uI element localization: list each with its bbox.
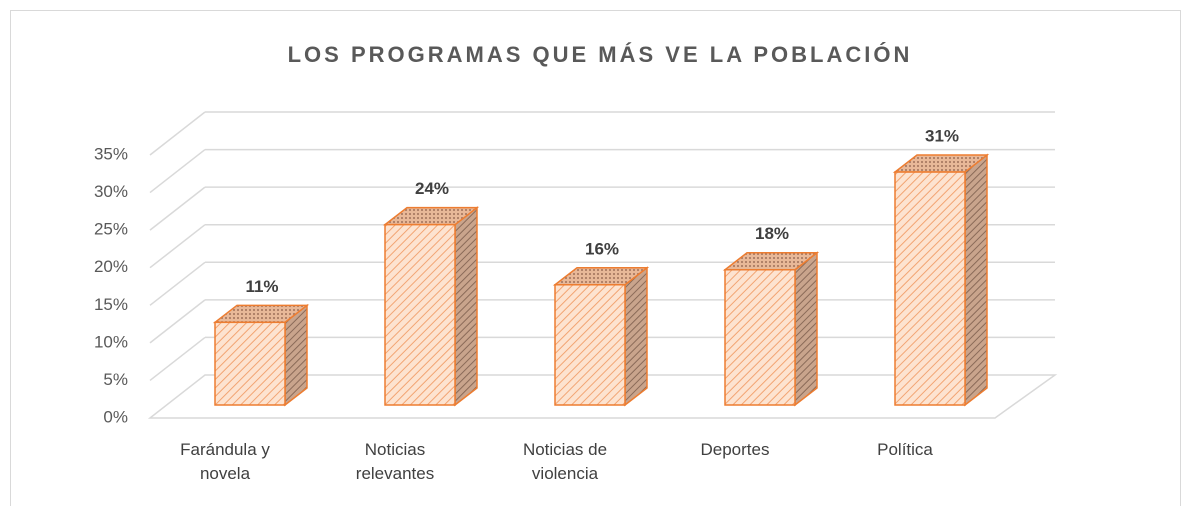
bar-front [894, 171, 966, 406]
x-tick-label: Noticias relevantes [355, 440, 435, 483]
y-tick-label: 10% [94, 332, 128, 351]
y-tick-label: 5% [103, 370, 128, 389]
grid-line-side [149, 261, 206, 306]
chart-border [10, 10, 1181, 506]
x-tick-label: Farándula y novela [180, 440, 270, 483]
data-label: 11% [245, 277, 278, 296]
chart-title: LOS PROGRAMAS QUE MÁS VE LA POBLACIÓN [288, 42, 913, 67]
grid-line-side [149, 111, 206, 156]
data-label: 16% [585, 239, 619, 258]
bar [552, 266, 650, 407]
bar [892, 153, 990, 407]
y-tick-label: 15% [94, 295, 128, 314]
data-label: 31% [925, 127, 959, 146]
grid-line-side [149, 186, 206, 231]
grid-line-side [149, 224, 206, 269]
bar-side [624, 266, 648, 407]
bar-front [214, 321, 286, 406]
x-tick-label: Deportes [700, 440, 770, 459]
y-tick-label: 20% [94, 257, 128, 276]
floor [147, 374, 1058, 419]
y-tick-label: 25% [94, 220, 128, 239]
bar-front [724, 268, 796, 406]
bar [722, 251, 820, 407]
bar-side [794, 251, 818, 407]
bar-front [554, 284, 626, 406]
bar-side [454, 206, 478, 407]
grid-line-side [149, 148, 206, 194]
y-tick-label: 0% [103, 407, 128, 426]
bar-front [384, 223, 456, 406]
grid-line-side [149, 336, 206, 382]
x-tick-label: Noticias de violencia [522, 440, 608, 483]
y-tick-label: 35% [94, 144, 128, 163]
data-label: 18% [755, 224, 789, 243]
y-tick-label: 30% [94, 182, 128, 201]
bar [212, 303, 310, 407]
x-tick-label: Política [877, 440, 933, 459]
bar [382, 206, 480, 407]
data-label: 24% [415, 179, 449, 198]
bar-side [964, 153, 988, 407]
grid-line-side [149, 299, 206, 344]
